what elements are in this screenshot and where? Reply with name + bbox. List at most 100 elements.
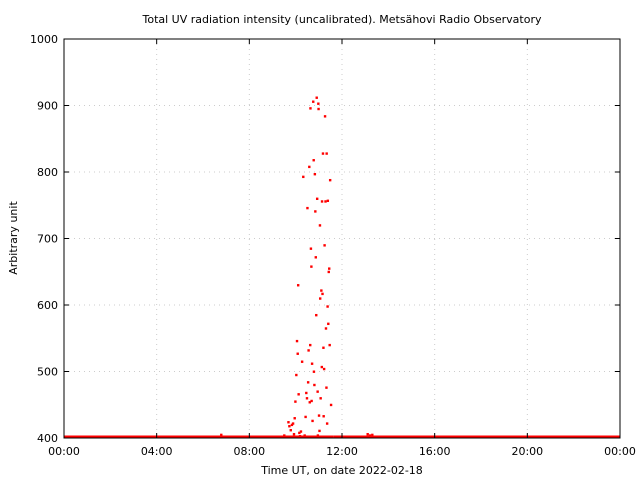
- data-point: [300, 360, 304, 363]
- data-point: [283, 434, 286, 437]
- data-point: [297, 393, 300, 396]
- data-point: [309, 107, 312, 110]
- y-tick-label: 400: [37, 432, 58, 445]
- data-point: [326, 305, 329, 308]
- data-point: [324, 327, 328, 330]
- data-point: [310, 362, 314, 365]
- data-point: [315, 96, 318, 99]
- y-tick-label: 1000: [30, 33, 58, 46]
- data-point: [323, 244, 326, 247]
- data-point: [368, 434, 372, 437]
- data-point: [218, 435, 222, 439]
- x-tick-label: 20:00: [511, 445, 543, 458]
- data-point: [281, 435, 285, 439]
- data-point: [325, 386, 328, 389]
- data-point: [327, 322, 330, 326]
- data-point: [318, 429, 321, 433]
- x-axis-label: Time UT, on date 2022-02-18: [260, 464, 423, 477]
- data-point: [366, 433, 369, 436]
- data-point: [290, 423, 294, 427]
- data-point: [323, 115, 327, 118]
- y-tick-label: 500: [37, 366, 58, 379]
- data-point: [314, 210, 317, 213]
- data-point: [312, 159, 315, 162]
- data-point: [312, 100, 315, 103]
- data-point: [298, 435, 302, 438]
- data-point: [220, 433, 223, 437]
- data-point: [328, 267, 331, 270]
- data-point: [319, 397, 322, 400]
- x-tick-label: 00:00: [48, 445, 80, 458]
- data-point: [315, 197, 319, 200]
- data-point: [309, 343, 312, 347]
- data-point: [321, 292, 324, 296]
- tick-layer: 00:00 04:00 08:00 12:00 16:00 20:00 00:0040050…: [30, 33, 636, 458]
- data-point: [295, 373, 298, 377]
- data-point: [371, 433, 374, 437]
- data-point: [296, 352, 299, 355]
- data-point: [328, 178, 332, 182]
- data-point: [295, 339, 299, 343]
- data-point: [310, 265, 313, 268]
- data-point: [320, 200, 324, 203]
- data-point: [289, 429, 292, 432]
- data-point: [318, 224, 322, 227]
- data-point: [322, 415, 325, 418]
- data-point: [310, 399, 313, 403]
- y-tick-label: 800: [37, 166, 58, 179]
- data-point: [304, 415, 307, 419]
- data-point: [311, 419, 314, 423]
- data-point: [291, 422, 295, 425]
- data-point: [327, 270, 330, 274]
- y-axis-label: Arbitrary unit: [7, 201, 20, 275]
- data-point: [314, 256, 317, 259]
- data-point: [315, 313, 318, 317]
- data-point: [293, 417, 296, 420]
- data-point: [320, 289, 323, 292]
- data-point: [309, 247, 313, 250]
- data-point: [299, 430, 303, 433]
- data-point: [308, 165, 311, 169]
- chart-title: Total UV radiation intensity (uncalibrat…: [142, 13, 542, 26]
- data-point: [294, 400, 297, 403]
- data-point: [307, 349, 310, 352]
- data-point: [324, 200, 327, 203]
- data-point: [317, 102, 320, 105]
- data-point: [302, 175, 305, 179]
- data-point: [303, 434, 306, 437]
- x-tick-label: 16:00: [419, 445, 451, 458]
- data-point: [325, 152, 328, 155]
- data-point: [305, 397, 309, 400]
- data-point: [328, 343, 331, 347]
- data-point: [288, 425, 291, 428]
- x-tick-label: 04:00: [141, 445, 173, 458]
- data-point: [306, 381, 310, 384]
- data-point: [306, 206, 309, 210]
- y-tick-label: 600: [37, 299, 58, 312]
- data-point: [325, 422, 329, 425]
- data-point: [316, 434, 320, 437]
- data-point: [308, 401, 311, 404]
- data-point: [287, 421, 290, 424]
- x-tick-label: 08:00: [233, 445, 265, 458]
- data-point: [313, 172, 317, 176]
- data-point: [312, 370, 316, 373]
- data-point: [364, 435, 367, 439]
- data-point: [318, 297, 322, 300]
- y-tick-label: 900: [37, 100, 58, 113]
- data-layer: [64, 96, 620, 439]
- x-tick-label: 00:00: [604, 445, 636, 458]
- data-point: [296, 284, 300, 287]
- data-point: [322, 367, 326, 371]
- data-point: [329, 403, 333, 407]
- data-point: [292, 433, 296, 436]
- data-point: [298, 431, 301, 435]
- data-point: [305, 391, 308, 395]
- x-tick-label: 12:00: [326, 445, 358, 458]
- data-point: [321, 152, 325, 155]
- data-point: [317, 107, 320, 111]
- data-point: [316, 390, 319, 393]
- data-point: [319, 435, 323, 439]
